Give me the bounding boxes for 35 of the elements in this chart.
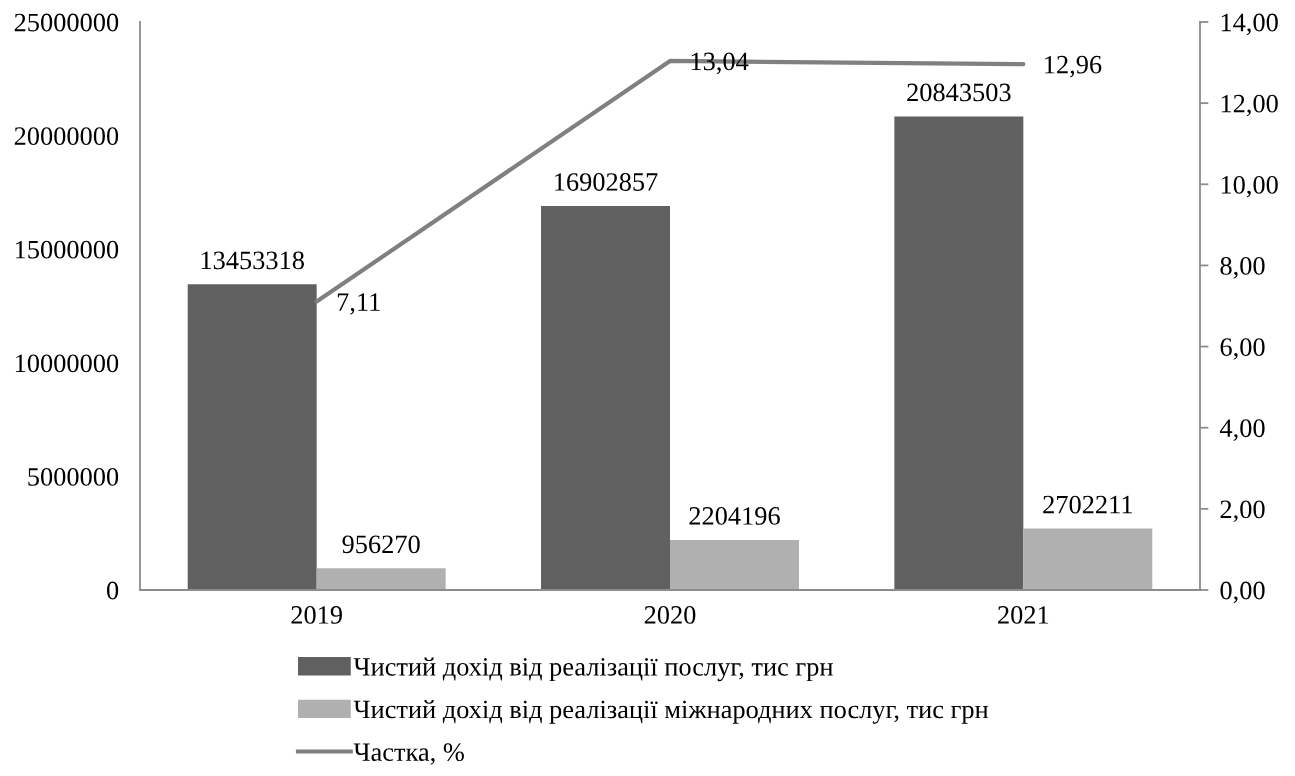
data-label: 2204196 bbox=[689, 507, 780, 525]
data-label: 13,04 bbox=[691, 52, 749, 75]
data-label: 16902857 bbox=[555, 173, 658, 191]
data-label: 13453318 bbox=[201, 251, 304, 270]
bar bbox=[670, 539, 799, 590]
y-tick-label: 0 bbox=[106, 581, 119, 600]
y-tick-label: 15000000 bbox=[15, 240, 119, 259]
x-tick-label: 2021 bbox=[998, 606, 1049, 624]
legend-label: Частка, % bbox=[353, 743, 464, 765]
data-label: 2702211 bbox=[1043, 495, 1132, 514]
y-tick-label: 10000000 bbox=[15, 354, 119, 373]
y2-tick-label: 12,00 bbox=[1221, 94, 1278, 117]
bar bbox=[316, 568, 446, 590]
legend-label: Чистий дохід від реалізації послуг, тис грн bbox=[353, 657, 833, 682]
data-label: 20843503 bbox=[907, 83, 1011, 102]
y-tick-label: 20000000 bbox=[14, 127, 119, 146]
x-tick-label: 2020 bbox=[644, 606, 696, 624]
y2-tick-label: 4,00 bbox=[1219, 419, 1265, 441]
bar bbox=[1023, 528, 1153, 590]
data-label: 12,96 bbox=[1045, 55, 1102, 78]
bar bbox=[894, 116, 1024, 590]
legend-label: Чистий дохід від реалізації міжнародних послуг, тис грн bbox=[353, 700, 989, 724]
data-label: 956270 bbox=[342, 535, 420, 554]
bar bbox=[187, 284, 317, 590]
y-tick-label: 25000000 bbox=[14, 13, 119, 32]
x-tick-label: 2019 bbox=[291, 606, 342, 624]
bar bbox=[541, 205, 670, 590]
data-label: 7,11 bbox=[337, 293, 380, 315]
y2-tick-label: 2,00 bbox=[1220, 500, 1265, 523]
y-tick-label: 5000000 bbox=[28, 468, 119, 486]
y2-tick-label: 6,00 bbox=[1220, 338, 1265, 360]
y2-tick-label: 10,00 bbox=[1221, 175, 1278, 198]
y2-tick-label: 0,00 bbox=[1220, 581, 1265, 604]
y2-tick-label: 14,00 bbox=[1221, 13, 1278, 36]
y2-tick-label: 8,00 bbox=[1220, 257, 1265, 279]
